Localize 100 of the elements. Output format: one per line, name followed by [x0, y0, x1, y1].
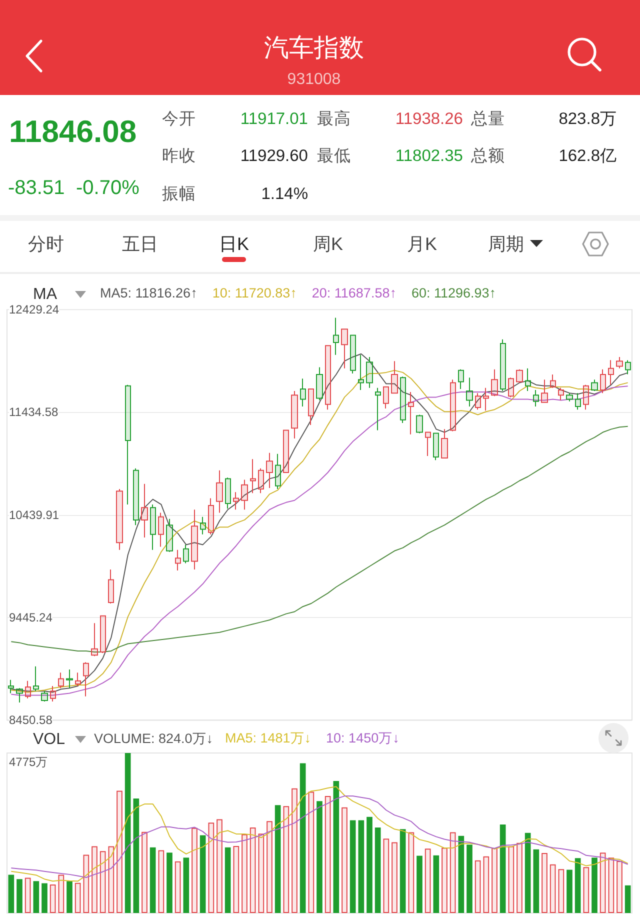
- candlestick: [616, 356, 623, 369]
- candlestick: [141, 483, 148, 538]
- candlestick: [600, 368, 606, 394]
- bar: [450, 832, 456, 913]
- y-tick-label: 12429.24: [9, 302, 60, 317]
- bar: [424, 848, 431, 913]
- candlestick: [91, 622, 98, 657]
- bar: [400, 829, 406, 913]
- candlestick: [208, 498, 214, 535]
- bar: [358, 820, 364, 913]
- bar: [624, 885, 631, 913]
- text: -83.51: [8, 176, 65, 200]
- candlestick: [300, 378, 306, 407]
- text: MA5: 11816.26↑: [100, 286, 198, 300]
- bar: [608, 858, 614, 913]
- annotation: 4775万: [9, 755, 48, 769]
- candlestick: [533, 389, 539, 407]
- bar: [58, 874, 64, 913]
- text: 振幅: [162, 184, 196, 204]
- candlestick: [116, 488, 123, 550]
- candlestick: [150, 504, 156, 550]
- bar: [366, 816, 372, 913]
- candlestick: [8, 679, 14, 694]
- candlestick: [450, 379, 456, 432]
- candlestick: [566, 392, 573, 402]
- bar: [150, 847, 156, 913]
- y-tick-label: 8450.58: [9, 713, 53, 727]
- text: 月K: [406, 233, 438, 255]
- bar: [492, 848, 498, 913]
- candlestick: [483, 387, 489, 412]
- candlestick: [258, 468, 264, 494]
- text: 11917.01: [240, 109, 308, 129]
- candlestick: [425, 432, 431, 456]
- bar: [200, 835, 206, 913]
- candlestick: [225, 477, 231, 510]
- bar: [333, 781, 340, 913]
- y-tick-label: 10439.91: [9, 508, 60, 522]
- candlestick: [366, 356, 373, 388]
- bar: [42, 883, 48, 913]
- bar: [233, 846, 240, 913]
- candlestick: [50, 686, 56, 702]
- bar: [350, 820, 356, 913]
- bar: [308, 792, 314, 913]
- candlestick: [350, 334, 356, 374]
- candlestick: [433, 432, 439, 461]
- text: 汽车指数: [264, 33, 364, 63]
- candlestick: [508, 377, 514, 398]
- bar: [508, 846, 514, 913]
- bar: [516, 842, 522, 913]
- candlestick: [541, 379, 548, 403]
- bar: [558, 869, 564, 913]
- candlestick: [175, 549, 181, 571]
- candlestick: [233, 492, 239, 510]
- bar: [116, 790, 122, 913]
- candlestick: [250, 458, 256, 494]
- text: -0.70%: [76, 176, 140, 200]
- bar: [266, 821, 272, 913]
- candlestick: [591, 379, 598, 392]
- bar: [8, 874, 14, 913]
- bar: [458, 836, 464, 913]
- candlestick: [83, 662, 89, 697]
- candlestick: [308, 388, 314, 426]
- bar: [550, 864, 556, 913]
- bar: [108, 846, 114, 913]
- bar: [342, 807, 348, 913]
- text: 最高: [317, 109, 351, 129]
- text: 11802.35: [395, 146, 463, 166]
- candlestick: [108, 568, 114, 604]
- y-tick-label: 9445.24: [9, 610, 53, 624]
- bar: [66, 881, 72, 913]
- text: 11938.26: [395, 109, 463, 129]
- bar: [74, 882, 81, 913]
- candlestick: [241, 479, 248, 510]
- text: 最低: [317, 146, 351, 166]
- bar: [474, 860, 481, 913]
- candlestick: [466, 377, 473, 407]
- text: 周期: [488, 233, 524, 255]
- bar: [592, 858, 598, 913]
- candlestick: [383, 386, 389, 410]
- bar: [500, 824, 506, 913]
- candlestick: [58, 672, 64, 689]
- text: 10: 1450万↓: [326, 730, 400, 746]
- candlestick: [325, 345, 331, 410]
- bar: [83, 854, 90, 913]
- candlestick: [550, 374, 556, 388]
- y-tick-label: 11434.58: [9, 405, 58, 420]
- bar: [583, 867, 590, 913]
- candlestick: [25, 680, 31, 699]
- text: MA5: 1481万↓: [225, 730, 312, 746]
- text: 昨收: [162, 146, 196, 166]
- candlestick: [491, 368, 498, 397]
- bar: [524, 832, 531, 913]
- bar: [483, 856, 490, 913]
- candlestick: [625, 360, 631, 375]
- text: 总额: [471, 146, 505, 166]
- candlestick: [183, 544, 189, 564]
- bar: [208, 822, 214, 913]
- candlestick: [283, 430, 289, 473]
- bar: [100, 851, 106, 913]
- candlestick: [275, 453, 281, 490]
